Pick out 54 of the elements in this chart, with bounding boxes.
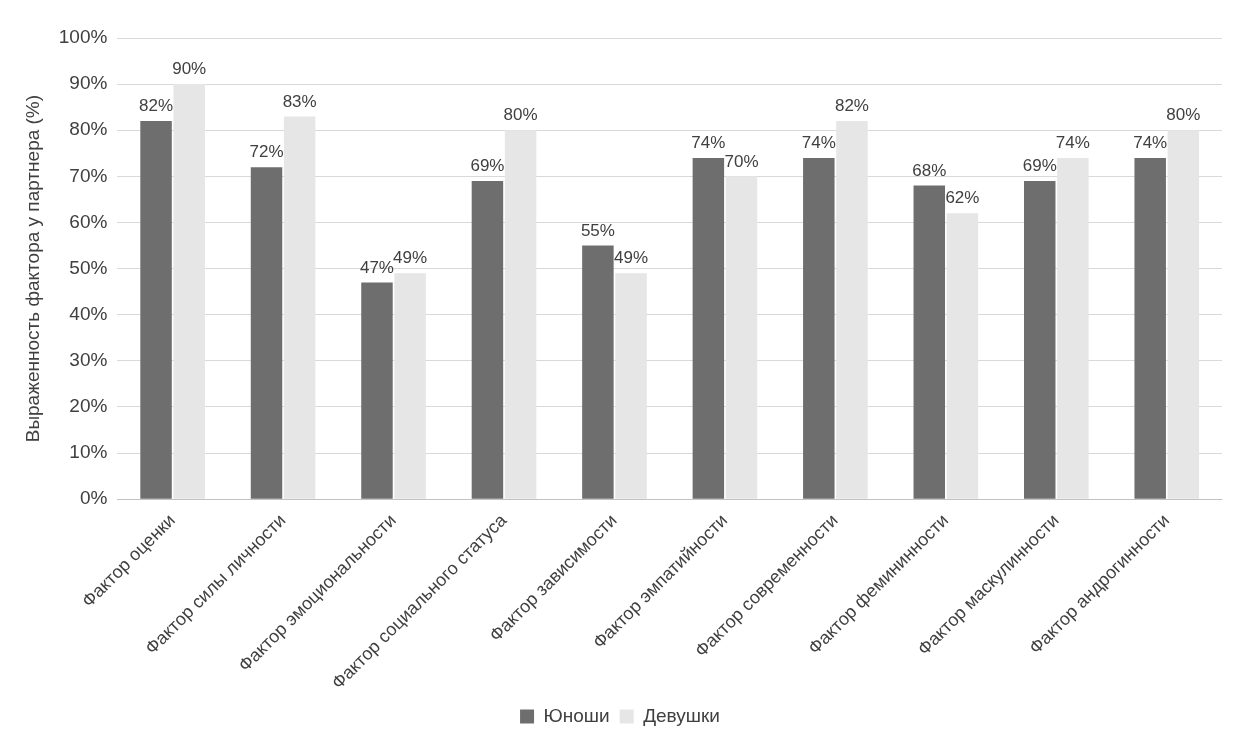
data-label: 74% <box>691 133 726 153</box>
y-tick-label: 30% <box>69 349 108 371</box>
y-tick-label: 10% <box>69 441 108 463</box>
legend-label: Девушки <box>643 704 720 726</box>
legend-label: Юноши <box>543 704 610 726</box>
data-label: 49% <box>393 248 428 268</box>
y-tick-label: 50% <box>69 256 108 278</box>
bar <box>250 167 283 499</box>
data-label: 62% <box>945 188 980 208</box>
bar <box>1024 180 1056 499</box>
bar <box>173 84 205 499</box>
bar <box>692 157 725 499</box>
data-label: 80% <box>503 105 538 125</box>
bar <box>836 121 868 499</box>
bar <box>361 282 393 499</box>
data-label: 80% <box>1166 105 1201 125</box>
data-label: 90% <box>172 59 207 79</box>
bar <box>913 185 946 499</box>
bar <box>1134 157 1166 499</box>
data-label: 82% <box>139 96 174 116</box>
bar <box>471 180 504 499</box>
bar <box>1167 130 1200 499</box>
y-tick-label: 40% <box>69 302 108 324</box>
y-tick-label: 20% <box>69 395 108 417</box>
data-label: 74% <box>801 133 836 153</box>
bar <box>946 213 979 499</box>
data-label: 74% <box>1133 133 1168 153</box>
bar <box>615 273 647 499</box>
bar <box>803 157 835 499</box>
y-tick-label: 100% <box>58 26 108 48</box>
y-tick-label: 0% <box>79 487 108 509</box>
data-label: 72% <box>249 142 284 162</box>
data-label: 70% <box>724 151 759 171</box>
data-label: 83% <box>282 91 317 111</box>
bar <box>283 116 316 499</box>
data-label: 82% <box>834 96 869 116</box>
data-label: 69% <box>470 156 505 176</box>
data-label: 55% <box>580 220 615 240</box>
y-tick-label: 60% <box>69 210 108 232</box>
bar <box>1057 157 1089 499</box>
bar <box>504 130 537 499</box>
data-label: 69% <box>1022 156 1057 176</box>
data-label: 47% <box>359 257 394 277</box>
data-label: 74% <box>1055 133 1090 153</box>
bar <box>582 245 614 499</box>
y-tick-label: 70% <box>69 164 108 186</box>
y-axis-title: Выраженность фактора у партнера (%) <box>21 94 43 443</box>
y-tick-label: 90% <box>69 72 108 94</box>
bar <box>140 121 172 499</box>
data-label: 49% <box>614 248 649 268</box>
bar <box>725 176 758 499</box>
y-tick-label: 80% <box>69 118 108 140</box>
data-label: 68% <box>912 160 947 180</box>
bar <box>394 273 426 499</box>
